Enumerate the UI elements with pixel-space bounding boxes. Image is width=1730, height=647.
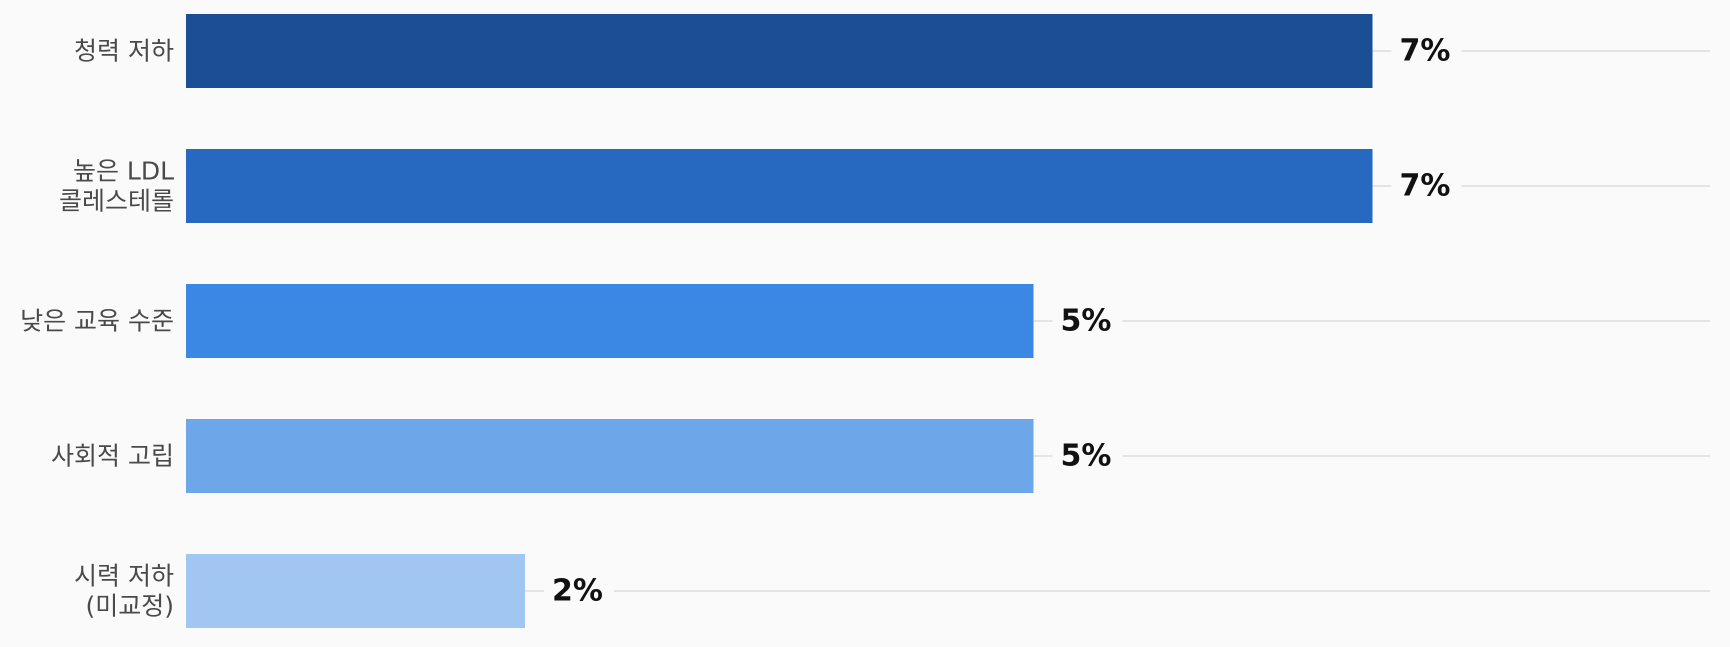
category-label-line: 사회적 고립: [51, 442, 174, 471]
bar: [186, 554, 525, 628]
bars: [186, 14, 1373, 628]
value-label-background: [1391, 29, 1462, 73]
category-label-line: 높은 LDL: [73, 157, 174, 186]
value-labels: 7% 7% 5% 5% 2%: [544, 29, 1462, 613]
bar: [186, 14, 1373, 88]
category-label-line: 청력 저하: [74, 37, 174, 66]
value-label: 7%: [1400, 169, 1451, 204]
category-label: 청력 저하: [74, 37, 174, 66]
value-label: 5%: [1061, 439, 1112, 474]
value-label: 7%: [1400, 34, 1451, 69]
category-label: 낮은 교육 수준: [20, 307, 174, 336]
category-label-line: 시력 저하: [74, 562, 174, 591]
value-label: 5%: [1061, 304, 1112, 339]
value-label: 2%: [552, 574, 603, 609]
category-label: 높은 LDL 콜레스테롤: [59, 157, 174, 216]
category-label-line: 낮은 교육 수준: [20, 307, 174, 336]
bar: [186, 419, 1034, 493]
category-label: 사회적 고립: [51, 442, 174, 471]
bar: [186, 284, 1034, 358]
category-label-line: (미교정): [85, 592, 174, 621]
category-label: 시력 저하 (미교정): [74, 562, 174, 621]
value-label-background: [544, 569, 614, 613]
value-label-background: [1391, 164, 1462, 208]
category-label-line: 콜레스테롤: [59, 187, 174, 216]
value-label-background: [1052, 434, 1123, 478]
bar: [186, 149, 1373, 223]
value-label-background: [1052, 299, 1123, 343]
